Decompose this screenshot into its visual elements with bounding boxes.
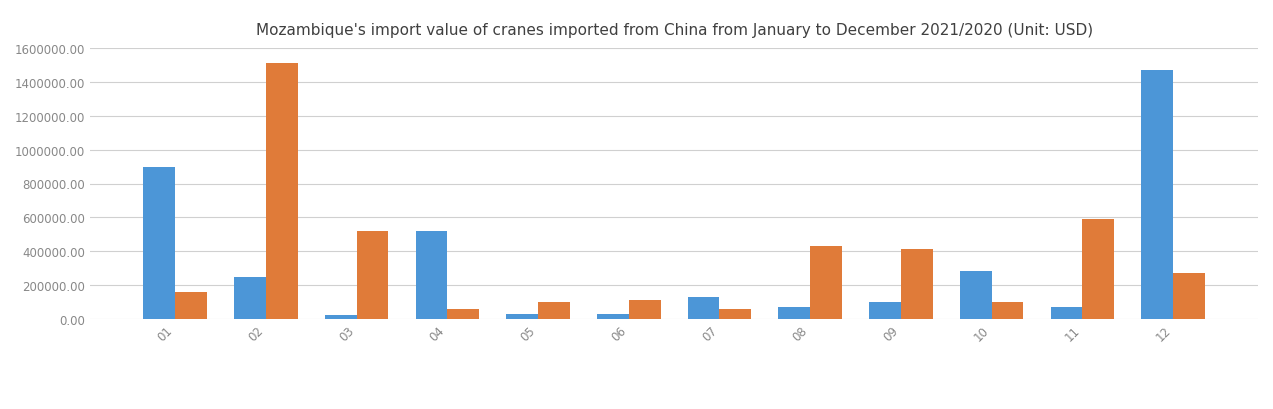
Bar: [1082, 220, 1114, 319]
Bar: [234, 277, 266, 319]
Bar: [266, 64, 298, 319]
Title: Mozambique's import value of cranes imported from China from January to December: Mozambique's import value of cranes impo…: [256, 23, 1092, 38]
Bar: [415, 231, 447, 319]
Bar: [176, 292, 206, 319]
Bar: [719, 310, 751, 319]
Bar: [1142, 71, 1174, 319]
Bar: [779, 307, 810, 319]
Bar: [447, 310, 479, 319]
Bar: [597, 314, 629, 319]
Bar: [356, 231, 388, 319]
Bar: [1174, 274, 1206, 319]
Bar: [629, 301, 661, 319]
Bar: [992, 302, 1023, 319]
Bar: [144, 167, 176, 319]
Bar: [687, 297, 719, 319]
Bar: [810, 247, 841, 319]
Bar: [960, 272, 992, 319]
Bar: [869, 302, 901, 319]
Bar: [538, 302, 570, 319]
Bar: [901, 250, 933, 319]
Bar: [1050, 307, 1082, 319]
Bar: [507, 314, 538, 319]
Bar: [325, 316, 356, 319]
